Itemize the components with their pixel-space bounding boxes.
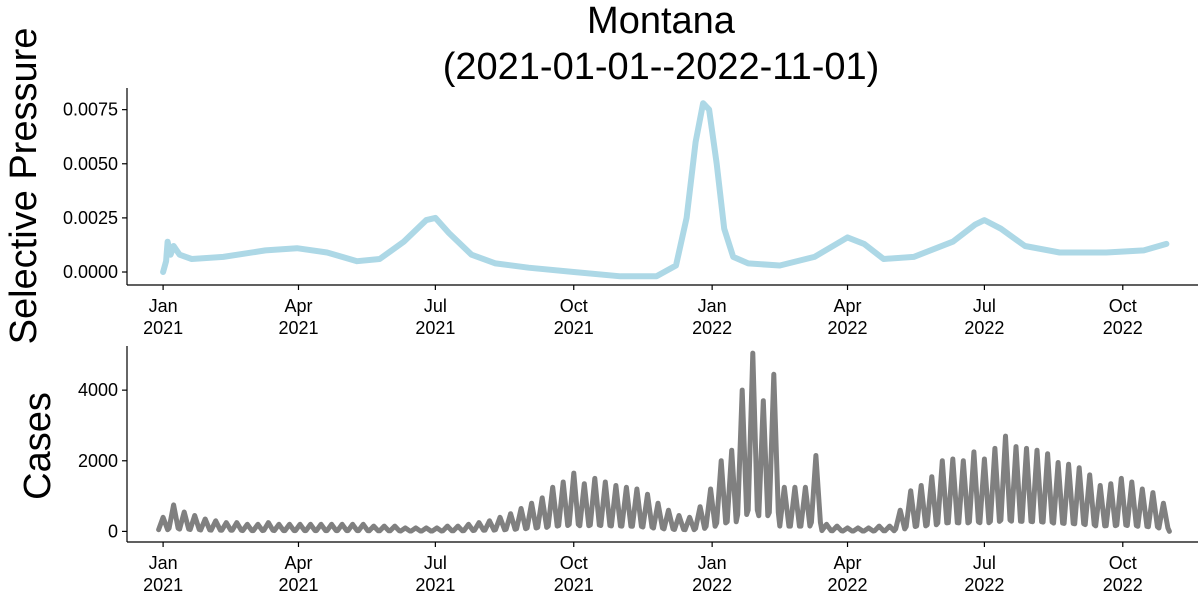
y-tick-label: 0.0000 <box>63 262 118 282</box>
x-tick-label-year: 2022 <box>964 318 1004 338</box>
x-tick-label-month: Oct <box>560 296 588 316</box>
cases-line <box>156 350 1172 534</box>
y-tick-label: 4000 <box>78 380 118 400</box>
x-tick-label-year: 2021 <box>278 318 318 338</box>
bottom-y-axis-label: Cases <box>17 392 59 500</box>
selective-pressure-line <box>160 100 1170 280</box>
x-tick-label-month: Jan <box>698 553 727 573</box>
x-tick-label-month: Oct <box>560 553 588 573</box>
x-tick-label-month: Jul <box>973 553 996 573</box>
x-tick-label-month: Jan <box>698 296 727 316</box>
y-tick-label: 0.0025 <box>63 208 118 228</box>
x-tick-label-year: 2021 <box>554 318 594 338</box>
chart-title-line1: Montana <box>587 0 736 42</box>
y-tick-label: 0 <box>108 521 118 541</box>
x-tick-label-month: Jan <box>149 553 178 573</box>
x-tick-label-month: Jan <box>149 296 178 316</box>
x-tick-label-year: 2021 <box>143 318 183 338</box>
x-tick-label-month: Jul <box>424 296 447 316</box>
x-tick-label-year: 2021 <box>415 575 455 595</box>
x-tick-label-month: Oct <box>1109 296 1137 316</box>
x-tick-label-month: Apr <box>284 296 312 316</box>
x-tick-label-year: 2022 <box>692 318 732 338</box>
y-tick-label: 0.0075 <box>63 100 118 120</box>
x-tick-label-month: Jul <box>424 553 447 573</box>
x-tick-label-year: 2021 <box>554 575 594 595</box>
cases-plot: 020004000Jan2021Apr2021Jul2021Oct2021Jan… <box>78 346 1198 595</box>
top-y-axis-label: Selective Pressure <box>3 28 45 345</box>
x-tick-label-year: 2022 <box>1103 318 1143 338</box>
x-tick-label-month: Oct <box>1109 553 1137 573</box>
x-tick-label-month: Apr <box>834 296 862 316</box>
x-tick-label-year: 2021 <box>278 575 318 595</box>
x-tick-label-year: 2021 <box>143 575 183 595</box>
x-tick-label-month: Apr <box>834 553 862 573</box>
y-tick-label: 2000 <box>78 451 118 471</box>
x-tick-label-year: 2021 <box>415 318 455 338</box>
x-tick-label-year: 2022 <box>827 575 867 595</box>
y-tick-label: 0.0050 <box>63 154 118 174</box>
x-tick-label-year: 2022 <box>1103 575 1143 595</box>
selective-pressure-plot: 0.00000.00250.00500.0075Jan2021Apr2021Ju… <box>63 88 1198 338</box>
x-tick-label-month: Jul <box>973 296 996 316</box>
x-tick-label-year: 2022 <box>692 575 732 595</box>
x-tick-label-year: 2022 <box>827 318 867 338</box>
x-tick-label-month: Apr <box>284 553 312 573</box>
x-tick-label-year: 2022 <box>964 575 1004 595</box>
chart-title-line2: (2021-01-01--2022-11-01) <box>443 46 880 88</box>
